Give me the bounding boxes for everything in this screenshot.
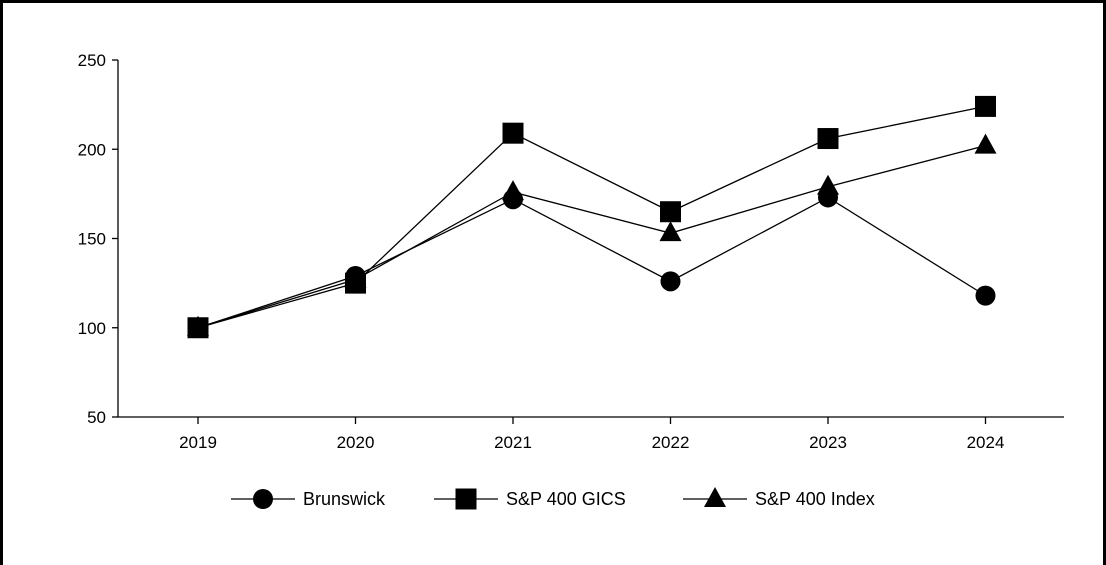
data-point-circle bbox=[660, 271, 681, 292]
series-line-square bbox=[197, 105, 986, 329]
series-line-triangle bbox=[197, 145, 986, 329]
x-tick-label: 2023 bbox=[809, 433, 847, 452]
y-tick-label: 250 bbox=[78, 51, 106, 70]
legend-label: S&P 400 Index bbox=[755, 489, 875, 509]
legend-item: S&P 400 GICS bbox=[434, 488, 626, 510]
x-tick-label: 2022 bbox=[652, 433, 690, 452]
legend-marker-triangle bbox=[704, 487, 726, 507]
y-tick-label: 150 bbox=[78, 230, 106, 249]
data-point-square bbox=[502, 122, 524, 144]
series-markers bbox=[187, 95, 997, 339]
x-tick-label: 2020 bbox=[337, 433, 375, 452]
data-point-triangle bbox=[817, 174, 839, 195]
data-point-triangle bbox=[344, 267, 367, 288]
legend-marker-square bbox=[455, 488, 477, 510]
legend-label: Brunswick bbox=[303, 489, 386, 509]
legend-item: S&P 400 Index bbox=[683, 487, 875, 509]
data-point-square bbox=[975, 95, 996, 117]
data-point-square bbox=[660, 201, 681, 223]
x-tick-label: 2019 bbox=[179, 433, 217, 452]
data-point-triangle bbox=[659, 221, 682, 242]
y-tick-label: 200 bbox=[78, 140, 106, 159]
series-lines bbox=[197, 105, 986, 329]
data-point-circle bbox=[975, 285, 996, 306]
series-line-circle bbox=[197, 196, 986, 329]
data-point-square bbox=[817, 128, 839, 150]
legend-marker-circle bbox=[253, 489, 273, 509]
axes bbox=[112, 59, 1064, 424]
x-tick-label: 2021 bbox=[494, 433, 532, 452]
data-point-triangle bbox=[502, 180, 524, 201]
legend-item: Brunswick bbox=[231, 489, 386, 509]
x-tick-labels: 2019 2020 2021 2022 2023 2024 bbox=[179, 433, 1004, 452]
legend: Brunswick S&P 400 GICS S&P 400 Index bbox=[231, 487, 875, 510]
y-tick-labels: 50 100 150 200 250 bbox=[78, 51, 106, 427]
legend-label: S&P 400 GICS bbox=[506, 489, 626, 509]
data-point-triangle bbox=[187, 315, 209, 336]
x-tick-label: 2024 bbox=[967, 433, 1005, 452]
y-tick-label: 100 bbox=[78, 319, 106, 338]
data-point-triangle bbox=[974, 133, 997, 154]
y-tick-label: 50 bbox=[87, 408, 106, 427]
